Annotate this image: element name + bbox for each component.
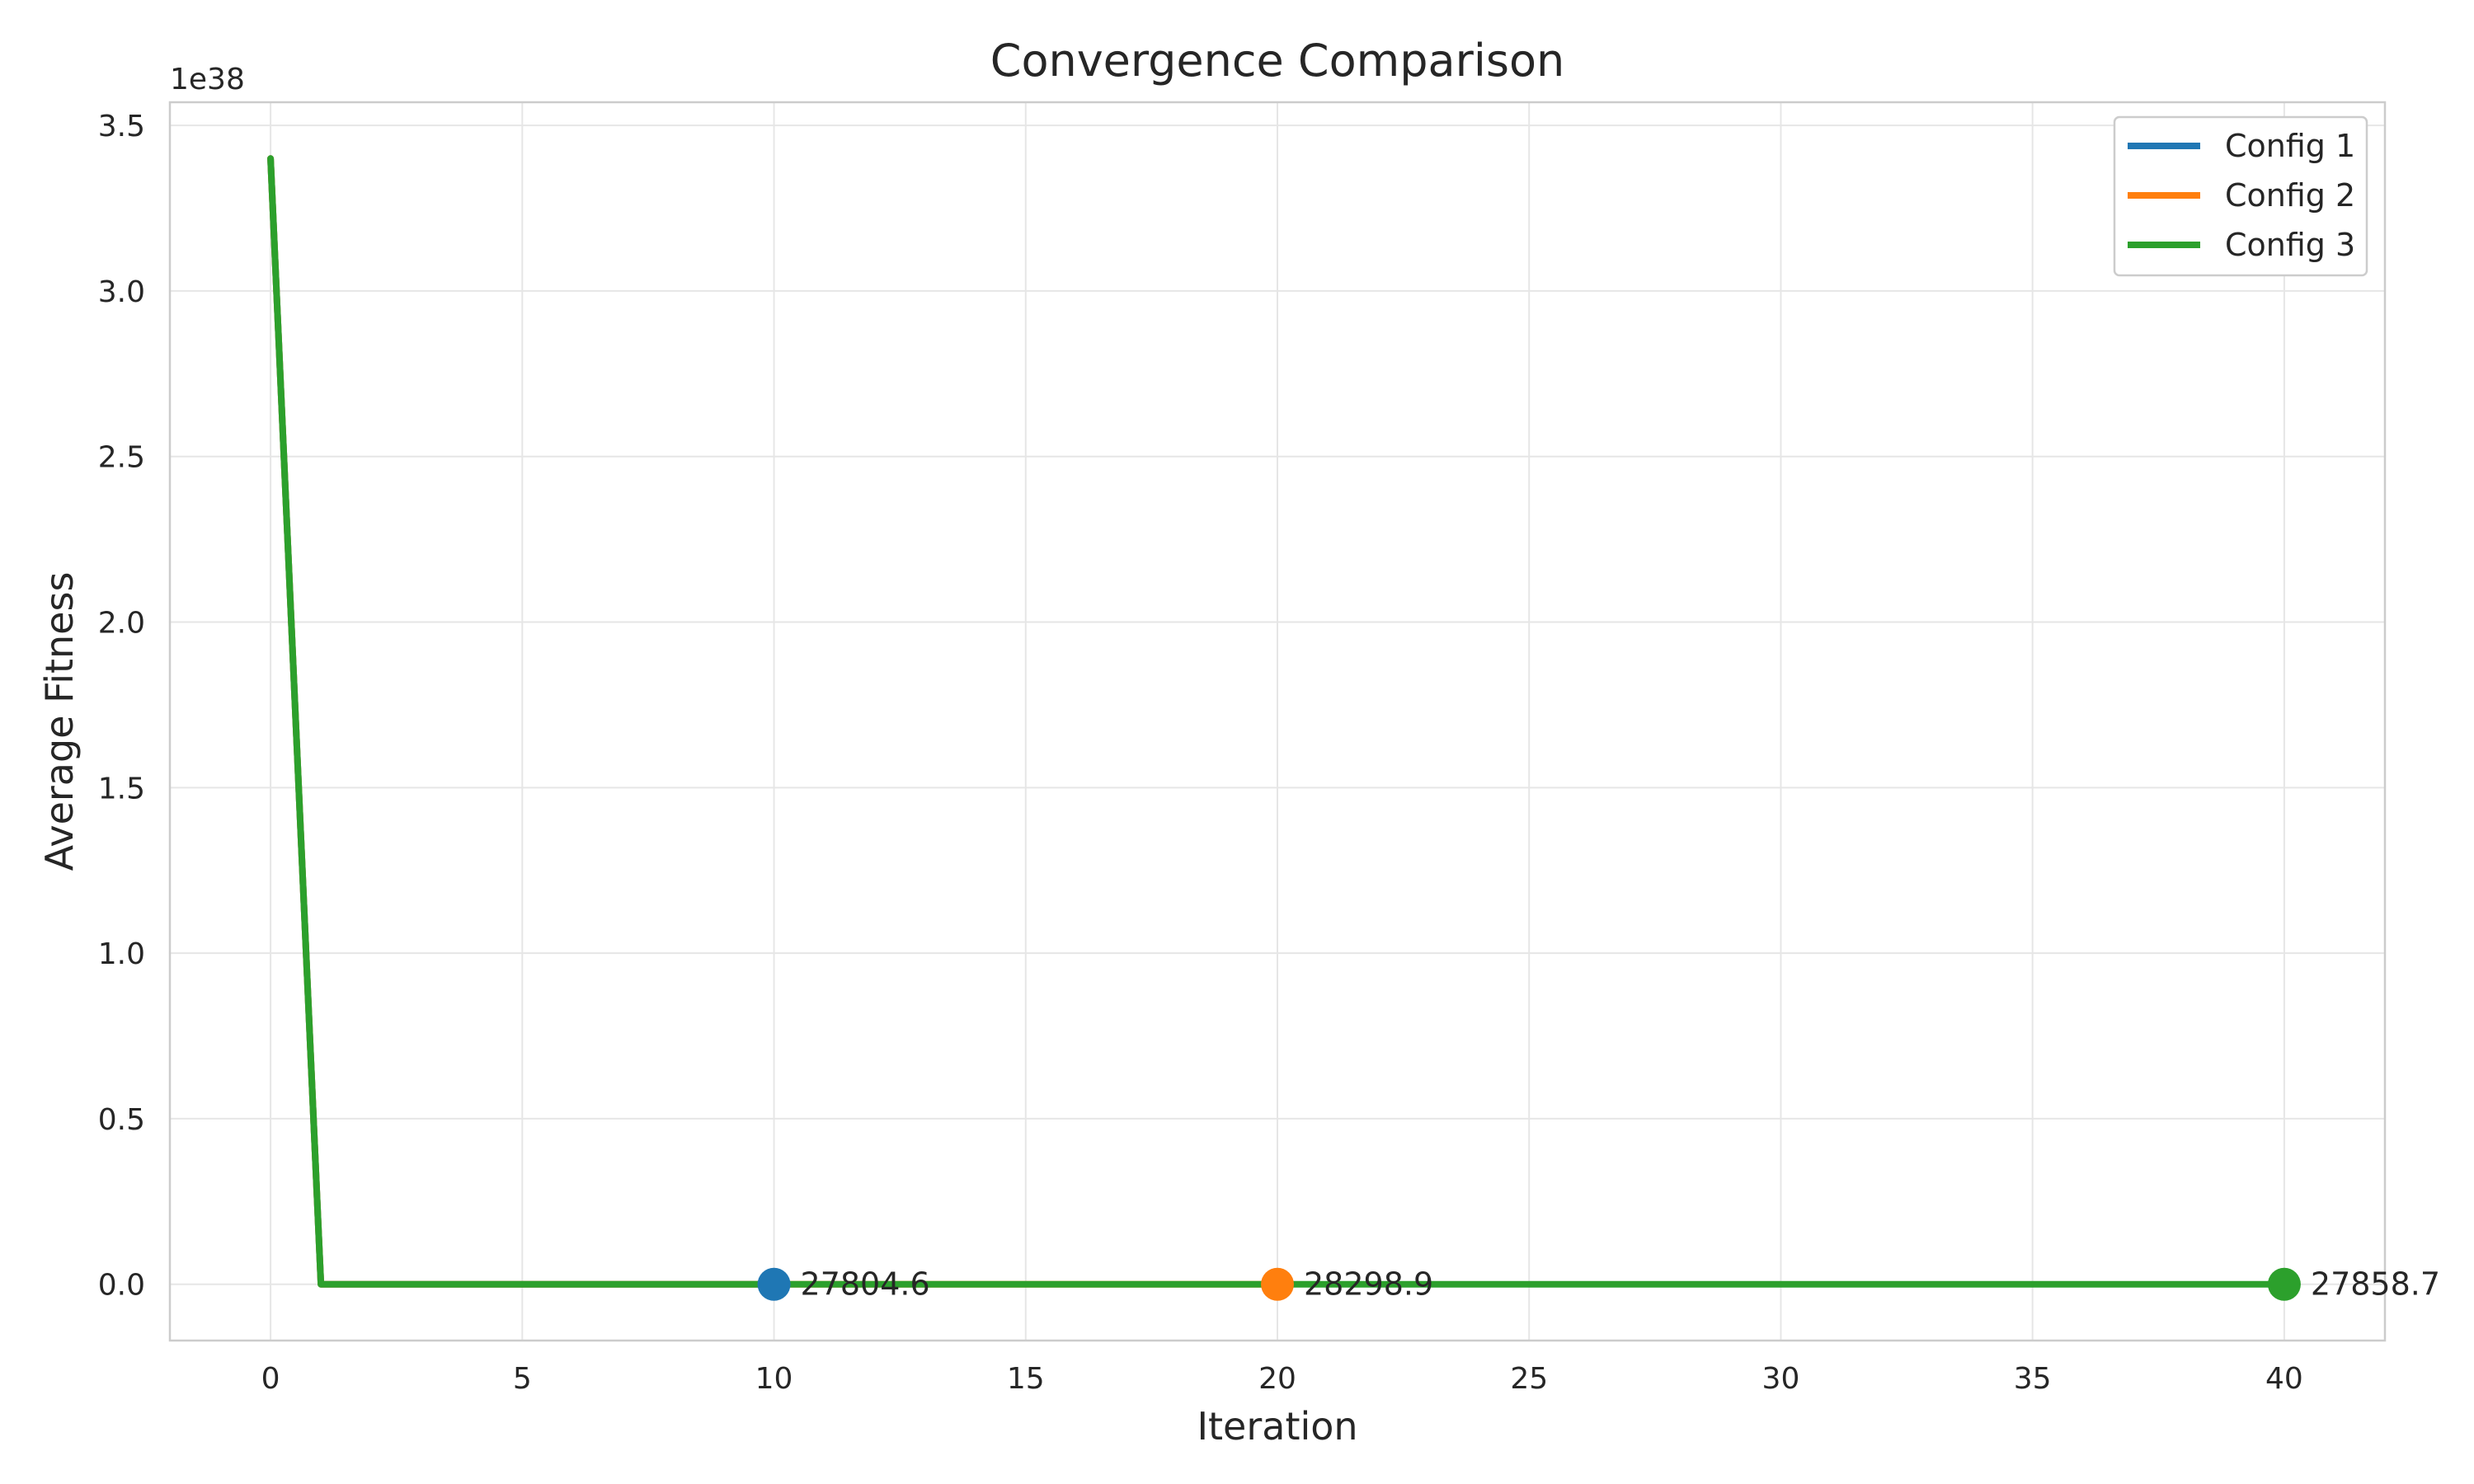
y-tick-label: 2.5 bbox=[98, 441, 145, 475]
y-tick-label: 3.5 bbox=[98, 110, 145, 143]
y-axis-offset-label: 1e38 bbox=[170, 63, 245, 96]
y-tick-label: 2.0 bbox=[98, 607, 145, 641]
x-tick-label: 20 bbox=[1258, 1362, 1296, 1396]
end-marker-config-2 bbox=[1261, 1267, 1294, 1301]
end-markers: 27804.6 28298.9 27858.7 bbox=[757, 1266, 2440, 1303]
chart-title: Convergence Comparison bbox=[990, 35, 1565, 87]
end-marker-config-1 bbox=[757, 1267, 791, 1301]
end-value-label-config-1: 27804.6 bbox=[801, 1266, 930, 1303]
legend: Config 1 Config 2 Config 3 bbox=[2113, 115, 2368, 277]
grid bbox=[170, 102, 2385, 1341]
y-tick-label: 1.5 bbox=[98, 772, 145, 805]
x-tick-label: 30 bbox=[1762, 1362, 1800, 1396]
x-tick-label: 40 bbox=[2265, 1362, 2303, 1396]
y-tick-label: 0.5 bbox=[98, 1103, 145, 1137]
y-tick-label: 3.0 bbox=[98, 275, 145, 309]
end-value-label-config-2: 28298.9 bbox=[1304, 1266, 1433, 1303]
y-tick-label: 1.0 bbox=[98, 937, 145, 971]
legend-label-config-1: Config 1 bbox=[2225, 128, 2355, 164]
legend-label-config-2: Config 2 bbox=[2225, 177, 2355, 214]
y-tick-label: 0.0 bbox=[98, 1269, 145, 1303]
series-lines bbox=[267, 155, 2288, 1288]
x-tick-label: 25 bbox=[1510, 1362, 1548, 1396]
x-tick-label: 10 bbox=[755, 1362, 793, 1396]
series-line-config-3 bbox=[267, 155, 2288, 1288]
legend-label-config-3: Config 3 bbox=[2225, 227, 2355, 263]
y-axis-ticks: 0.0 0.5 1.0 1.5 2.0 2.5 3.0 3.5 bbox=[98, 110, 145, 1303]
x-axis-ticks: 0 5 10 15 20 25 30 35 40 bbox=[261, 1362, 2303, 1396]
x-tick-label: 5 bbox=[513, 1362, 532, 1396]
end-value-label-config-3: 27858.7 bbox=[2311, 1266, 2440, 1303]
x-axis-title: Iteration bbox=[1197, 1404, 1357, 1449]
legend-box bbox=[2113, 115, 2368, 277]
x-tick-label: 0 bbox=[261, 1362, 280, 1396]
end-marker-config-3 bbox=[2267, 1267, 2301, 1301]
plot-area-frame bbox=[168, 101, 2387, 1342]
y-axis-title: Average Fitness bbox=[37, 572, 82, 871]
x-tick-label: 15 bbox=[1007, 1362, 1045, 1396]
x-tick-label: 35 bbox=[2014, 1362, 2052, 1396]
